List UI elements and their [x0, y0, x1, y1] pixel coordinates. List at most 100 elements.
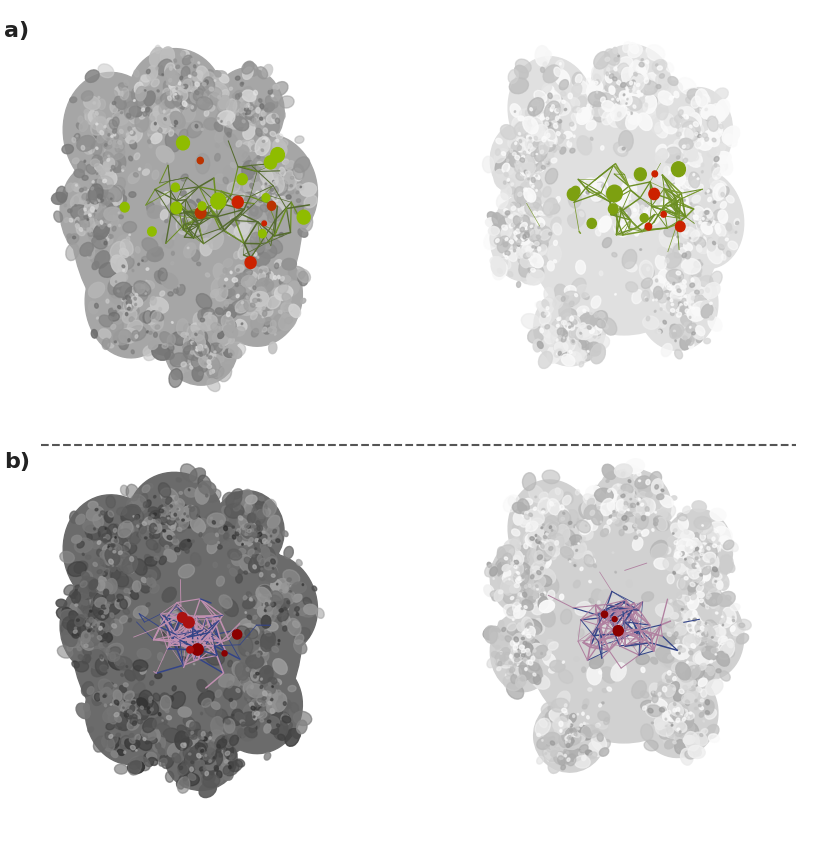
Ellipse shape	[212, 490, 284, 571]
Circle shape	[652, 171, 658, 177]
Ellipse shape	[546, 527, 549, 531]
Ellipse shape	[147, 65, 158, 81]
Ellipse shape	[533, 175, 540, 180]
Ellipse shape	[682, 122, 700, 136]
Ellipse shape	[664, 114, 672, 126]
Ellipse shape	[487, 658, 495, 668]
Ellipse shape	[638, 500, 642, 505]
Ellipse shape	[514, 235, 521, 241]
Ellipse shape	[149, 136, 154, 143]
Ellipse shape	[190, 773, 192, 775]
Ellipse shape	[276, 539, 280, 542]
Ellipse shape	[573, 734, 585, 743]
Ellipse shape	[547, 162, 549, 164]
Ellipse shape	[93, 626, 95, 627]
Ellipse shape	[695, 586, 708, 603]
Ellipse shape	[514, 666, 516, 667]
Ellipse shape	[574, 322, 593, 337]
Ellipse shape	[498, 236, 510, 252]
Ellipse shape	[100, 554, 117, 567]
Ellipse shape	[521, 641, 530, 653]
Ellipse shape	[110, 566, 121, 581]
Ellipse shape	[605, 86, 609, 91]
Ellipse shape	[112, 552, 130, 567]
Ellipse shape	[667, 680, 671, 683]
Ellipse shape	[685, 333, 694, 345]
Ellipse shape	[702, 211, 713, 225]
Ellipse shape	[262, 160, 268, 168]
Ellipse shape	[715, 224, 720, 230]
Ellipse shape	[695, 211, 713, 228]
Ellipse shape	[112, 166, 115, 170]
Ellipse shape	[524, 581, 530, 589]
Ellipse shape	[74, 601, 76, 603]
Ellipse shape	[169, 516, 171, 518]
Ellipse shape	[496, 239, 499, 242]
Ellipse shape	[657, 510, 667, 518]
Ellipse shape	[71, 201, 83, 218]
Ellipse shape	[120, 129, 123, 133]
Ellipse shape	[531, 598, 548, 615]
Ellipse shape	[560, 319, 577, 333]
Ellipse shape	[170, 88, 183, 99]
Ellipse shape	[530, 626, 540, 634]
Ellipse shape	[242, 671, 248, 676]
Ellipse shape	[644, 105, 656, 119]
Ellipse shape	[256, 133, 265, 145]
Ellipse shape	[558, 720, 572, 738]
Ellipse shape	[224, 745, 236, 761]
Ellipse shape	[194, 635, 200, 642]
Ellipse shape	[108, 524, 120, 537]
Ellipse shape	[690, 539, 702, 551]
Ellipse shape	[530, 145, 537, 151]
Ellipse shape	[503, 495, 520, 512]
Ellipse shape	[195, 485, 209, 504]
Ellipse shape	[567, 723, 570, 727]
Ellipse shape	[213, 81, 228, 94]
Ellipse shape	[663, 558, 681, 571]
Ellipse shape	[277, 609, 289, 621]
Ellipse shape	[641, 59, 644, 61]
Ellipse shape	[129, 317, 133, 321]
Ellipse shape	[490, 591, 501, 598]
Ellipse shape	[191, 220, 208, 234]
Ellipse shape	[264, 113, 266, 116]
Ellipse shape	[86, 199, 89, 203]
Ellipse shape	[669, 302, 679, 313]
Ellipse shape	[169, 78, 172, 82]
Ellipse shape	[589, 495, 598, 505]
Ellipse shape	[585, 750, 592, 755]
Ellipse shape	[195, 342, 204, 351]
Ellipse shape	[708, 584, 718, 592]
Ellipse shape	[706, 539, 721, 553]
Ellipse shape	[681, 714, 682, 716]
Ellipse shape	[85, 525, 100, 540]
Ellipse shape	[552, 133, 564, 145]
Ellipse shape	[159, 99, 172, 115]
Ellipse shape	[619, 131, 633, 151]
Ellipse shape	[227, 660, 232, 667]
Ellipse shape	[196, 756, 209, 768]
Ellipse shape	[114, 524, 119, 530]
Ellipse shape	[565, 736, 568, 740]
Ellipse shape	[282, 168, 296, 182]
Ellipse shape	[508, 57, 595, 165]
Ellipse shape	[718, 592, 736, 607]
Ellipse shape	[613, 48, 617, 54]
Ellipse shape	[525, 109, 534, 119]
Ellipse shape	[516, 571, 529, 586]
Ellipse shape	[203, 72, 215, 90]
Ellipse shape	[238, 247, 247, 259]
Ellipse shape	[534, 551, 544, 564]
Ellipse shape	[591, 469, 671, 542]
Ellipse shape	[588, 558, 595, 564]
Ellipse shape	[210, 93, 222, 106]
Ellipse shape	[277, 690, 281, 695]
Ellipse shape	[85, 656, 90, 663]
Ellipse shape	[613, 514, 615, 517]
Ellipse shape	[576, 260, 585, 275]
Ellipse shape	[685, 558, 686, 560]
Ellipse shape	[737, 620, 751, 630]
Ellipse shape	[546, 122, 553, 131]
Ellipse shape	[621, 206, 631, 218]
